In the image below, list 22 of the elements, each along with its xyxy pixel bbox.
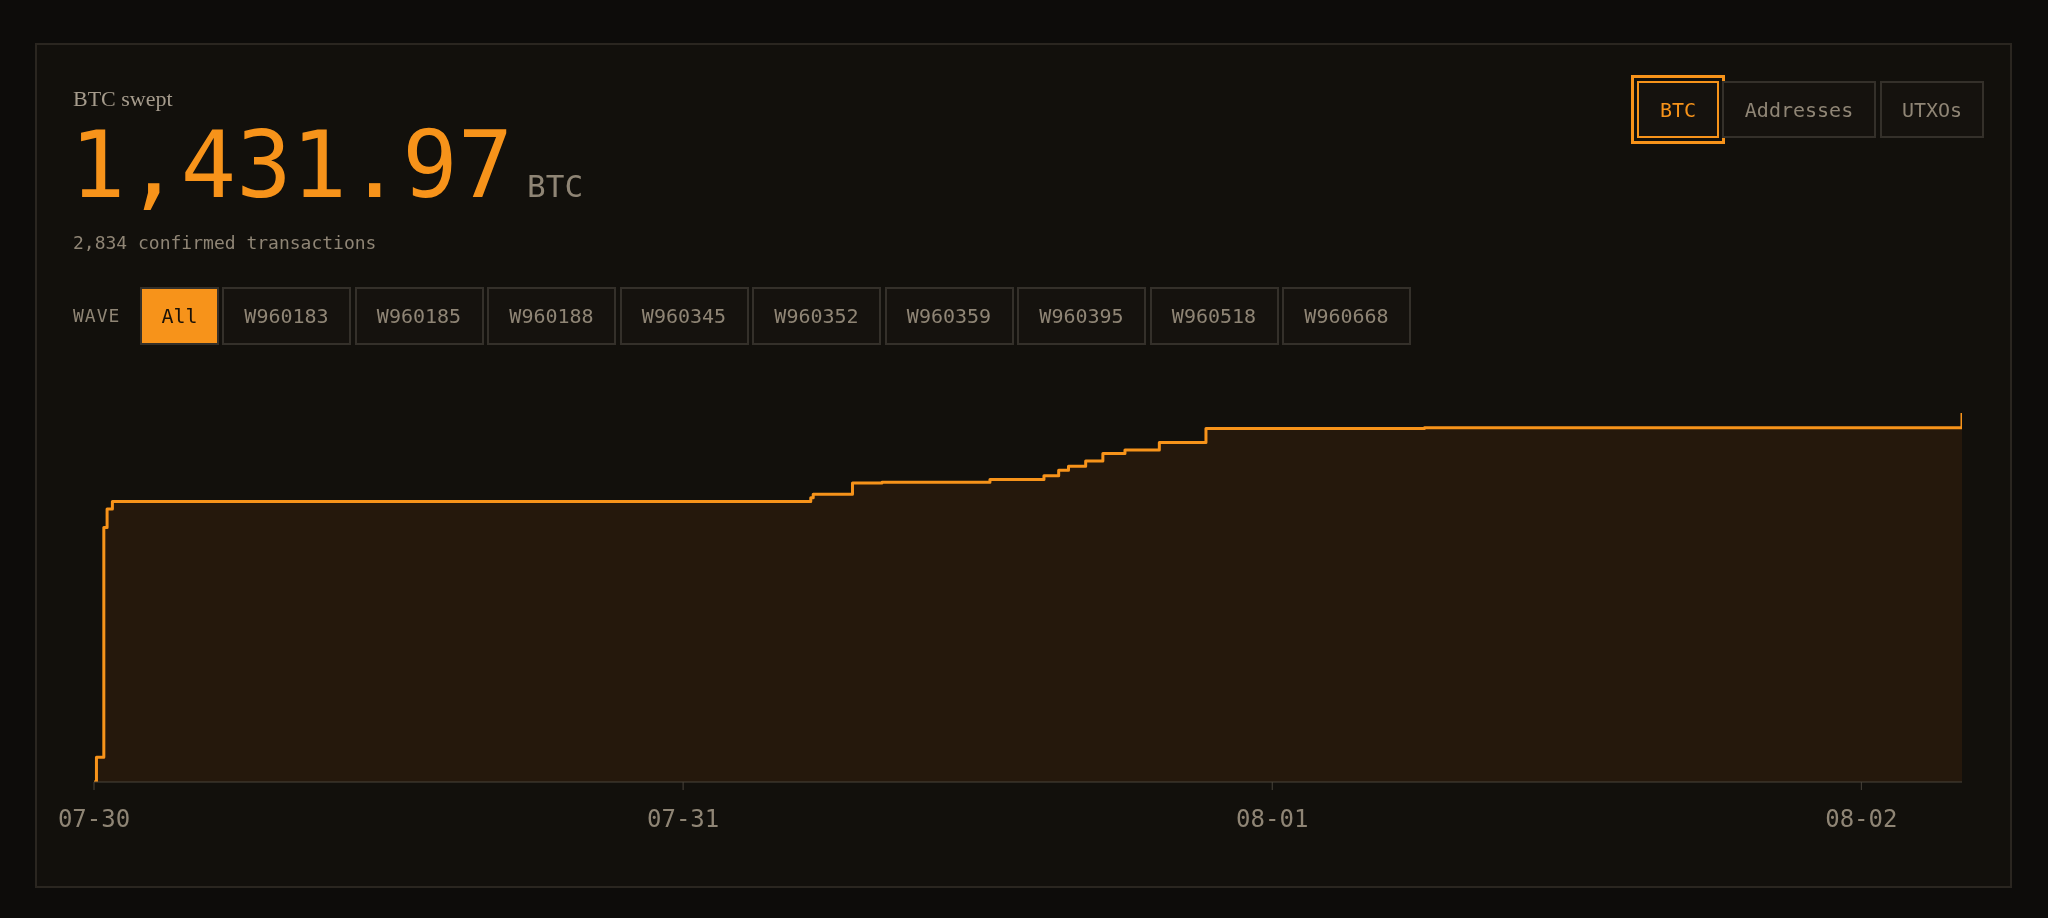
text: W960518 <box>1149 287 1279 345</box>
text: W960359 <box>884 287 1014 345</box>
x-tick-label: 08-02 <box>1825 805 1898 834</box>
text: WAVE <box>73 305 121 326</box>
chart-subtitle: 2,834 confirmed transactions <box>73 232 377 253</box>
text: W960352 <box>752 287 881 345</box>
text: W960395 <box>1017 287 1146 345</box>
x-tick-label: 07-30 <box>57 805 131 834</box>
text: W960185 <box>354 287 484 345</box>
x-tick-label: 08-01 <box>1236 805 1309 834</box>
text: BTC <box>1637 81 1719 138</box>
text: W960188 <box>487 287 616 345</box>
text: Addresses <box>1722 81 1876 138</box>
chart-title: BTC swept <box>73 86 173 112</box>
x-tick-label: 07-31 <box>646 805 720 834</box>
text: BTC <box>527 168 584 204</box>
text: W960668 <box>1282 287 1411 345</box>
text: W960345 <box>619 287 749 345</box>
text: W960183 <box>222 287 351 345</box>
text: UTXOs <box>1880 81 1984 138</box>
text: 1,431.97 <box>70 112 514 219</box>
text: All <box>140 287 219 345</box>
